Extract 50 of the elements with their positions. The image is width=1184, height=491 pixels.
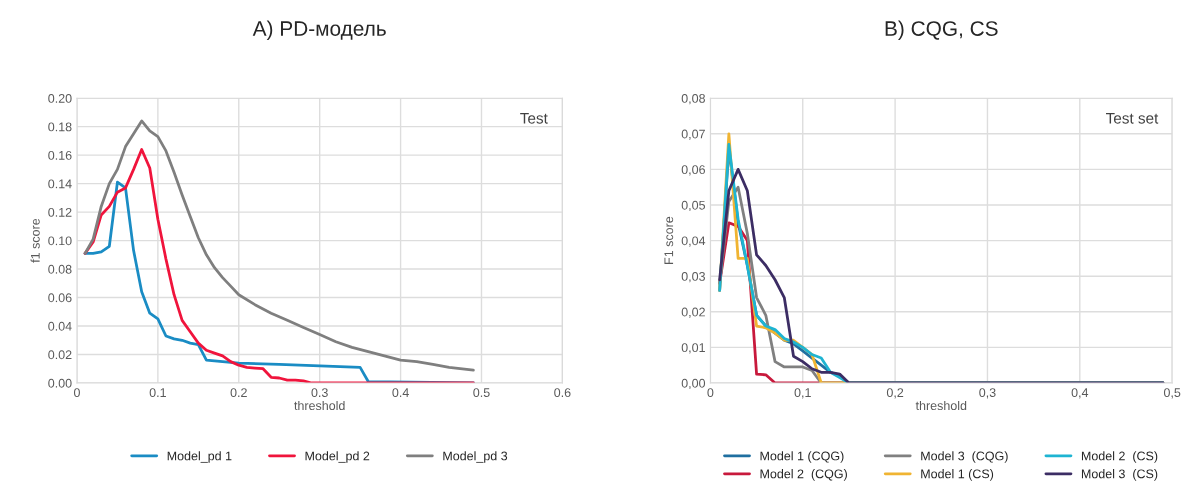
y-tick-label: 0.08 <box>48 264 72 274</box>
chart-title: A) PD-модель <box>252 20 386 41</box>
y-tick-label: 0,04 <box>681 236 706 247</box>
x-tick-label: 0.5 <box>473 388 490 398</box>
y-tick-label: 0.20 <box>48 94 72 103</box>
legend-label: Model_pd 3 <box>443 451 508 463</box>
annotation: Test set <box>1106 113 1159 124</box>
y-tick-label: 0,06 <box>681 165 705 176</box>
y-tick-label: 0,07 <box>681 129 705 140</box>
y-tick-label: 0,01 <box>681 343 705 354</box>
legend-label: Model 3 (CQG) <box>921 451 1008 463</box>
legend-label: Model_pd 2 <box>305 451 370 463</box>
x-tick-label: 0,2 <box>886 388 904 399</box>
y-tick-label: 0.10 <box>48 236 72 246</box>
x-tick-label: 0.3 <box>311 388 328 398</box>
legend-label: Model 2 (CS) <box>1081 451 1158 463</box>
x-tick-label: 0,1 <box>794 388 811 399</box>
legend-label: Model 1 (CS) <box>921 469 994 481</box>
x-tick-label: 0.4 <box>392 388 409 398</box>
y-tick-label: 0.12 <box>48 207 72 217</box>
y-tick-label: 0.00 <box>48 378 72 388</box>
x-tick-label: 0,4 <box>1071 388 1089 399</box>
y-tick-label: 0,00 <box>681 378 706 390</box>
x-tick-label: 0 <box>73 388 80 398</box>
y-tick-label: 0,02 <box>681 307 705 318</box>
x-tick-label: 0.2 <box>230 388 247 398</box>
x-tick-label: 0 <box>707 388 714 398</box>
x-axis-title: threshold <box>915 400 967 411</box>
y-tick-label: 0.06 <box>48 293 72 303</box>
x-tick-label: 0.6 <box>554 388 571 398</box>
y-tick-label: 0,08 <box>681 94 705 105</box>
legend-label: Model 1 (CQG) <box>760 451 844 463</box>
y-tick-label: 0,05 <box>681 200 706 212</box>
y-axis-title: F1 score <box>664 216 674 264</box>
legend-label: Model_pd 1 <box>167 451 232 463</box>
y-tick-label: 0.14 <box>48 179 72 189</box>
y-tick-label: 0,03 <box>681 271 705 283</box>
y-tick-label: 0.04 <box>48 321 72 331</box>
y-tick-label: 0.16 <box>48 150 72 160</box>
legend-label: Model 2 (CQG) <box>760 469 847 481</box>
annotation: Test <box>520 113 548 124</box>
x-tick-label: 0,3 <box>979 388 996 399</box>
y-tick-label: 0.18 <box>48 122 72 132</box>
legend-label: Model 3 (CS) <box>1081 469 1158 481</box>
x-tick-label: 0.1 <box>149 388 166 398</box>
x-tick-label: 0,5 <box>1163 388 1181 399</box>
y-tick-label: 0.02 <box>48 350 72 360</box>
chart-title: B) CQG, CS <box>885 20 998 41</box>
y-axis-title: f1 score <box>30 218 40 263</box>
x-axis-title: threshold <box>294 400 345 411</box>
